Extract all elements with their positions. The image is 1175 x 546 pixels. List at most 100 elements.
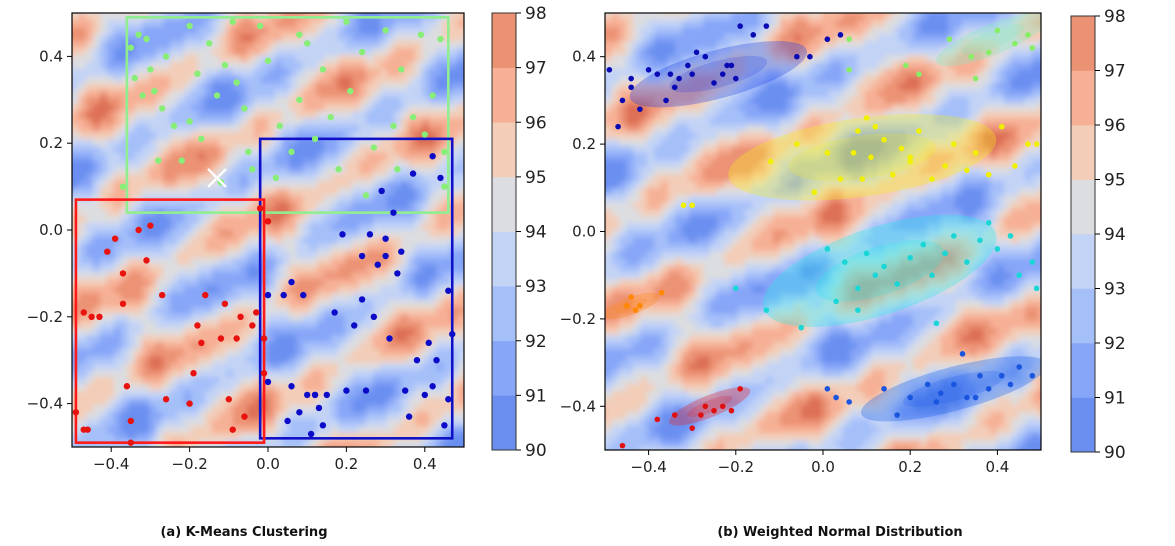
data-point xyxy=(331,309,338,316)
data-point xyxy=(425,339,432,347)
x-tick-label: 0.0 xyxy=(811,458,835,476)
weighted-normal-panel: −0.4 −0.2 0.0 0.2 0.4 0.4 0.2 0.0 −0.2 −0.4 90 91… xyxy=(560,7,1126,540)
data-point xyxy=(382,252,389,260)
data-point xyxy=(1016,364,1022,370)
data-point xyxy=(719,71,726,77)
gaussian-ellipse-core xyxy=(788,133,936,181)
data-point xyxy=(951,141,957,147)
data-point xyxy=(402,387,409,394)
data-point xyxy=(362,192,370,199)
data-point xyxy=(394,270,401,277)
data-point xyxy=(750,32,757,38)
data-point xyxy=(421,391,428,399)
data-point xyxy=(964,259,970,265)
data-point xyxy=(693,49,700,56)
data-point xyxy=(398,248,405,255)
x-tick-label: 0.4 xyxy=(413,455,437,473)
colorbar-band xyxy=(492,395,516,451)
data-point xyxy=(343,387,350,394)
data-point xyxy=(155,157,162,164)
data-point xyxy=(619,97,626,104)
data-point xyxy=(924,381,931,388)
data-point xyxy=(370,144,378,151)
data-point xyxy=(445,287,452,294)
data-point xyxy=(728,62,735,69)
data-point xyxy=(382,235,389,242)
data-point xyxy=(296,31,303,38)
y-tick-label: 0.4 xyxy=(39,47,63,65)
data-point xyxy=(307,430,315,438)
data-point xyxy=(855,307,861,313)
cluster-box-red xyxy=(74,198,266,444)
data-point xyxy=(628,84,634,91)
data-point xyxy=(429,92,436,99)
data-point xyxy=(225,396,232,403)
colorbar-tick-label: 90 xyxy=(525,441,547,461)
gaussian-ellipse xyxy=(936,13,1041,67)
data-point xyxy=(942,250,948,257)
gaussian-ellipse-core xyxy=(687,395,732,417)
colorbar: 90 91 92 93 94 95 96 97 98 xyxy=(1070,7,1126,463)
x-tick-label: 0.4 xyxy=(985,458,1009,476)
data-point xyxy=(300,291,307,299)
data-point xyxy=(119,270,127,277)
data-point xyxy=(929,176,935,182)
colorbar-band xyxy=(492,340,516,396)
colorbar-tick-label: 96 xyxy=(525,113,547,133)
data-point xyxy=(343,18,350,25)
data-point xyxy=(1012,40,1018,47)
data-point xyxy=(824,386,831,392)
data-point xyxy=(143,35,150,43)
data-point xyxy=(907,158,913,165)
data-point xyxy=(1033,285,1040,292)
data-point xyxy=(933,320,940,327)
colorbar-band xyxy=(492,231,516,287)
data-point xyxy=(162,53,170,60)
data-point xyxy=(409,113,417,121)
data-point xyxy=(272,174,280,182)
gaussian-ellipse xyxy=(762,214,997,327)
colorbar-tick-label: 95 xyxy=(1104,171,1126,191)
data-point xyxy=(323,391,330,399)
data-point xyxy=(104,248,111,255)
y-tick-label: 0.4 xyxy=(572,48,596,66)
data-point xyxy=(198,135,205,143)
gaussian-ellipse-core xyxy=(669,55,768,93)
x-axis-ticks: −0.4 −0.2 0.0 0.2 0.4 xyxy=(630,450,1009,476)
data-point xyxy=(202,291,209,299)
colorbar-tick-label: 95 xyxy=(525,168,547,188)
data-point xyxy=(946,36,953,43)
data-point xyxy=(441,422,448,429)
x-axis-ticks: −0.4 −0.2 0.0 0.2 0.4 xyxy=(93,447,437,473)
data-point xyxy=(1029,45,1036,51)
data-point xyxy=(311,135,319,143)
data-point xyxy=(658,289,665,296)
data-point xyxy=(111,235,119,242)
gaussian-ellipse-core xyxy=(815,239,944,302)
data-point xyxy=(178,157,185,164)
data-point xyxy=(143,257,150,264)
data-point xyxy=(347,87,354,95)
data-point xyxy=(264,378,272,386)
data-point xyxy=(811,189,818,195)
data-point xyxy=(794,53,800,60)
gaussian-ellipse-core xyxy=(615,298,648,314)
data-point xyxy=(123,383,131,390)
data-point xyxy=(1016,272,1022,279)
data-point xyxy=(264,218,272,225)
colorbar-tick-label: 97 xyxy=(525,59,547,79)
data-point xyxy=(441,148,448,156)
data-point xyxy=(872,123,879,130)
data-point xyxy=(421,131,428,138)
data-point xyxy=(842,259,848,265)
data-point xyxy=(985,386,992,392)
data-point xyxy=(366,231,374,238)
data-point xyxy=(260,370,268,377)
data-point xyxy=(824,150,831,156)
data-point xyxy=(824,246,831,252)
data-point xyxy=(127,417,134,425)
data-point xyxy=(837,32,844,38)
data-point xyxy=(977,237,983,244)
data-point xyxy=(798,324,804,331)
colorbar-tick-label: 98 xyxy=(1104,7,1126,27)
